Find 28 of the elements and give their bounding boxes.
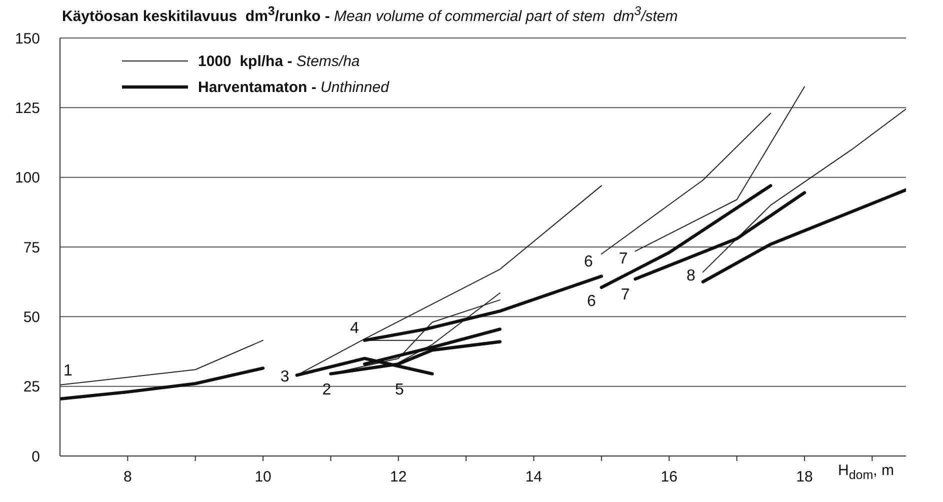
y-tick-label: 0 xyxy=(32,448,40,466)
x-axis-title: H$_{dom}$, m xyxy=(838,462,894,482)
x-tick-label: 18 xyxy=(796,468,813,486)
y-tick-label: 100 xyxy=(14,170,40,187)
annotation: 5 xyxy=(394,382,404,399)
annotation: 6 xyxy=(584,253,593,270)
y-tick-label: 75 xyxy=(23,239,40,256)
x-tick-label: 14 xyxy=(525,468,542,486)
y-tick-label: 25 xyxy=(23,378,40,396)
x-tick-label: 16 xyxy=(660,468,678,486)
y-tick-label: 125 xyxy=(14,100,40,117)
annotation: 1 xyxy=(64,362,73,380)
annotation: 6 xyxy=(586,292,596,310)
annotation: 2 xyxy=(322,381,332,398)
legend-label: Harventamaton - Unthinned xyxy=(198,78,389,96)
legend-label: 1000 kpl/ha - Stems/ha xyxy=(198,52,360,70)
y-tick-label: 50 xyxy=(23,308,40,326)
chart-title: Käytöosan keskitilavuus dm$^{3}$/runko - xyxy=(62,4,330,25)
annotation: 8 xyxy=(686,268,696,285)
annotation: 3 xyxy=(280,368,290,386)
annotation: 4 xyxy=(350,320,360,337)
y-tick-label: 150 xyxy=(14,30,40,48)
annotation: 7 xyxy=(618,250,628,268)
x-tick-label: 12 xyxy=(390,468,407,486)
chart-subtitle: Mean volume of commercial part of stem dm$^{3}$/stem xyxy=(333,4,678,25)
x-tick-label: 8 xyxy=(124,468,132,486)
annotation: 7 xyxy=(620,286,630,304)
x-tick-label: 10 xyxy=(254,468,272,486)
